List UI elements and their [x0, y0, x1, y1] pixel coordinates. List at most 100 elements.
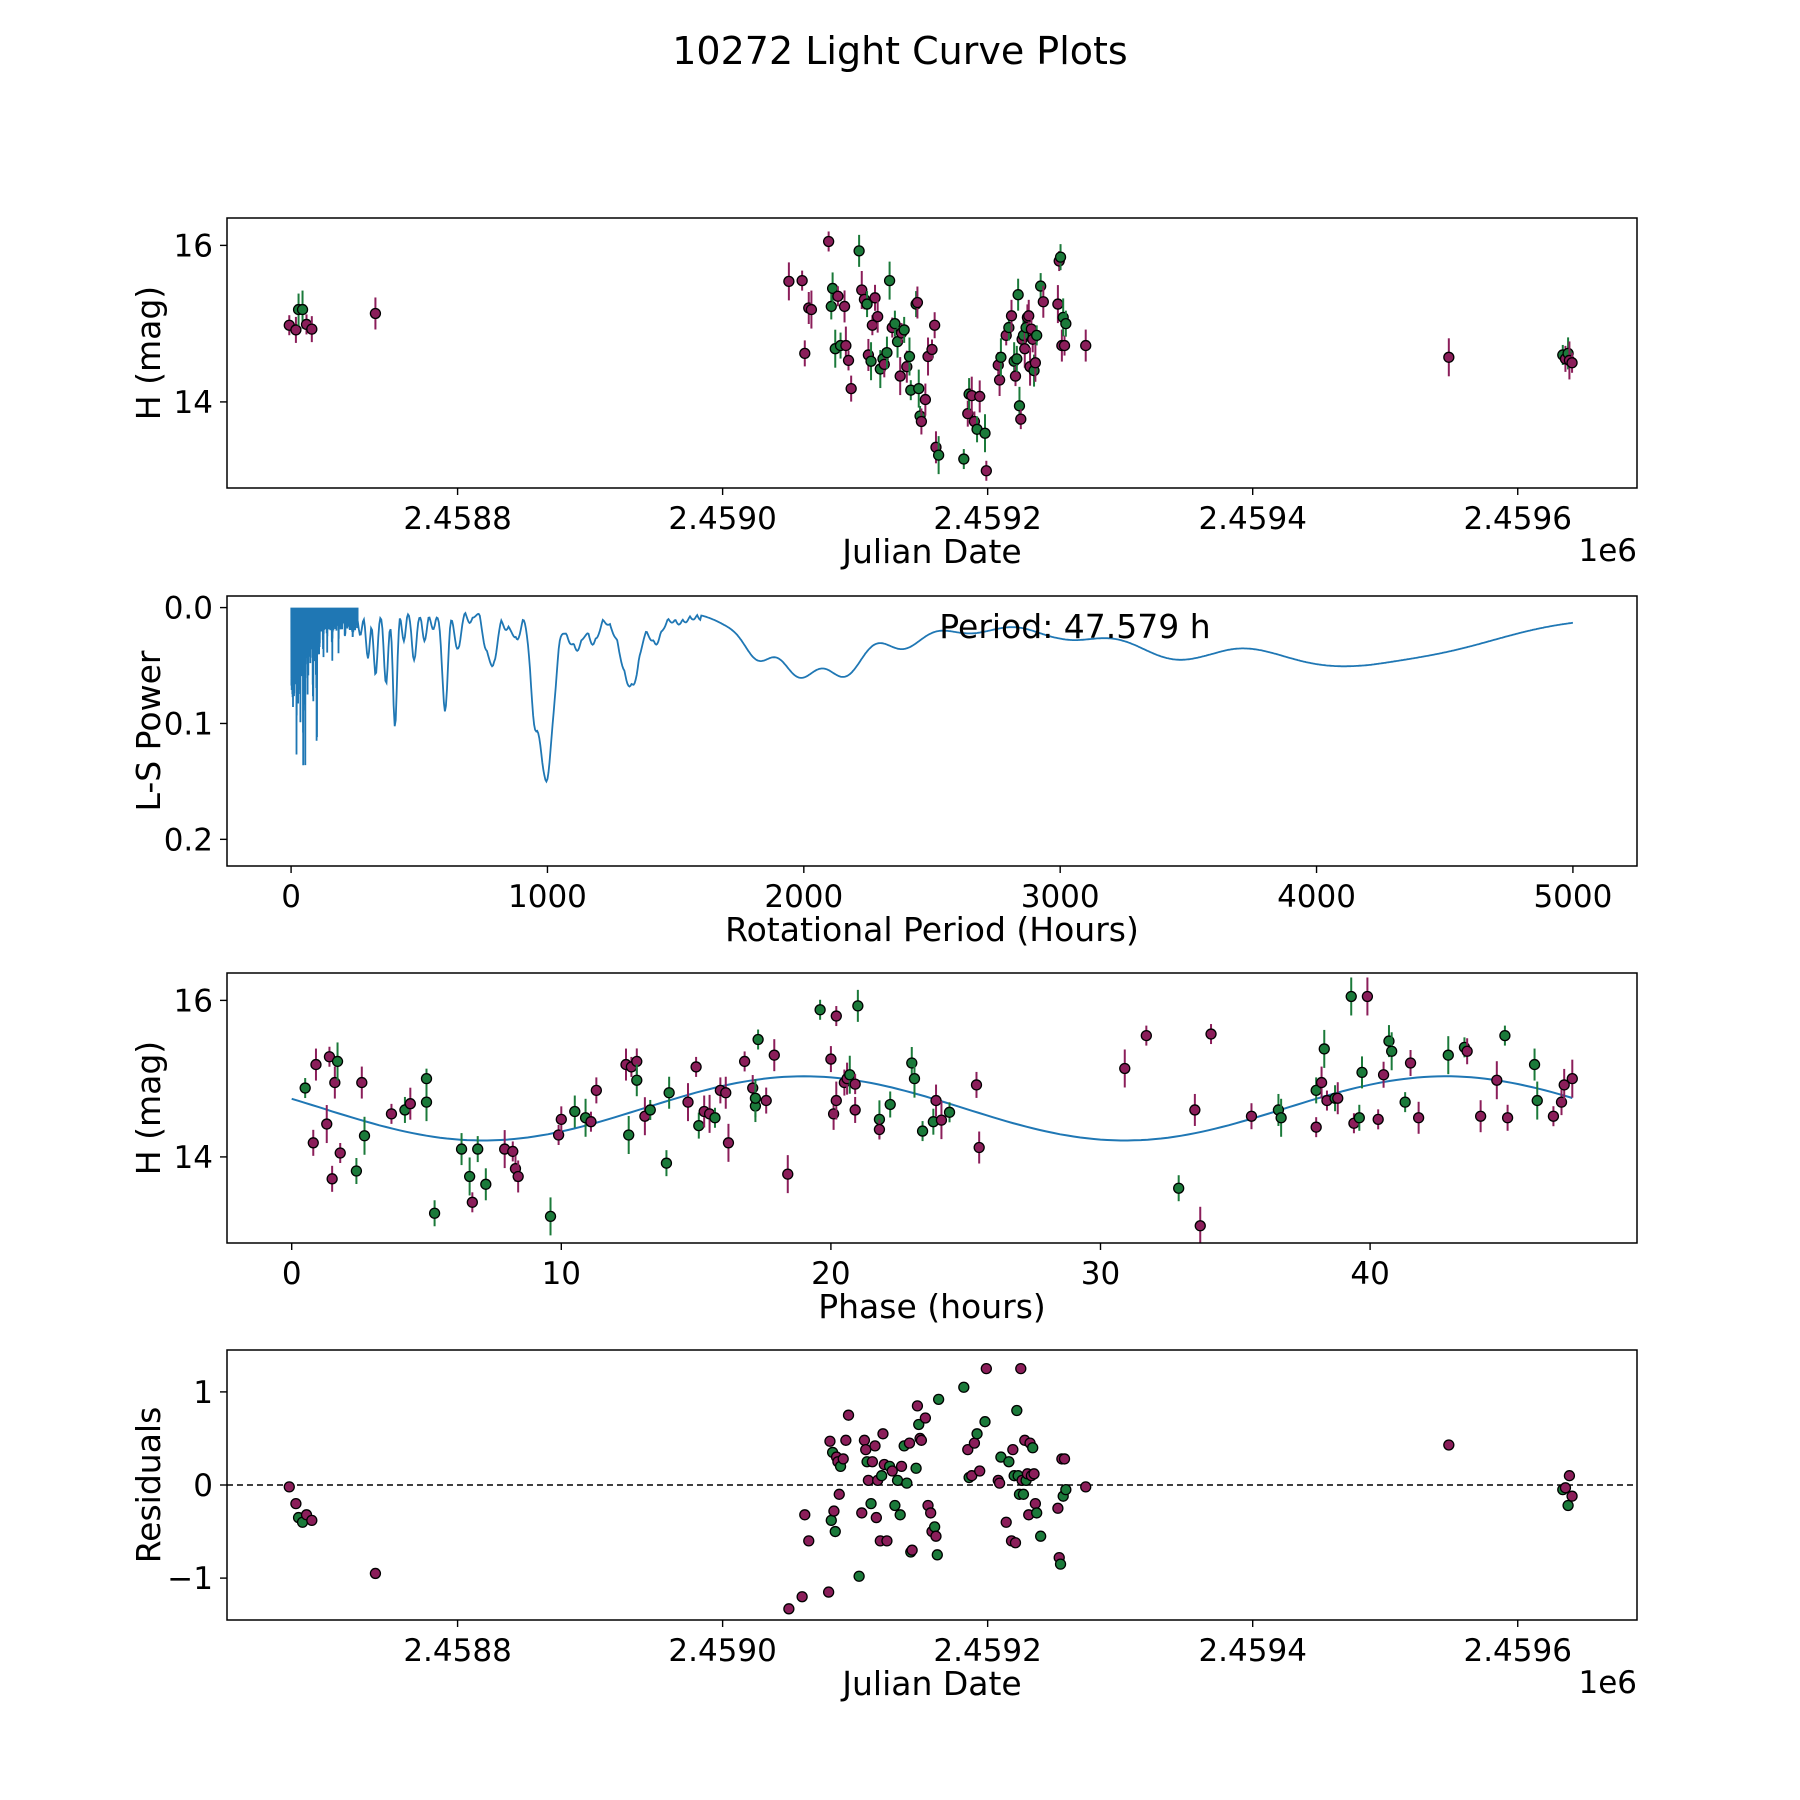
- x-tick-label: 20: [811, 1256, 850, 1292]
- data-point: [865, 355, 877, 367]
- data-point: [889, 1499, 901, 1512]
- figure-title: 10272 Light Curve Plots: [672, 29, 1127, 73]
- data-point: [911, 296, 924, 309]
- data-point: [932, 449, 945, 461]
- data-point: [908, 1073, 921, 1085]
- x-tick-label: 2.4588: [403, 501, 511, 537]
- x-tick-label: 2.4594: [1198, 501, 1306, 537]
- data-point: [895, 1460, 908, 1473]
- data-point: [1019, 343, 1031, 355]
- x-tick-label: 2.4588: [403, 1633, 511, 1669]
- data-point: [1443, 351, 1455, 363]
- data-point: [350, 1165, 363, 1177]
- data-point: [1060, 318, 1072, 330]
- data-point: [722, 1137, 735, 1149]
- data-point: [1023, 310, 1035, 322]
- data-point: [455, 1143, 468, 1155]
- data-point: [825, 300, 837, 313]
- x-tick-label: 2.4596: [1463, 1633, 1571, 1669]
- data-point: [1029, 1497, 1042, 1510]
- data-point: [1404, 1057, 1417, 1069]
- data-point: [1011, 1404, 1023, 1417]
- data-point: [1372, 1113, 1384, 1125]
- data-point: [1080, 1481, 1092, 1493]
- data-point: [926, 343, 938, 356]
- data-point: [861, 298, 873, 310]
- x-tick-label: 10: [542, 1256, 581, 1292]
- data-point: [971, 1428, 983, 1440]
- y-axis-label: H (mag): [129, 1041, 168, 1175]
- data-point: [760, 1094, 772, 1107]
- data-point: [1528, 1058, 1541, 1071]
- data-point: [898, 324, 910, 336]
- x-tick-label: 2.4596: [1463, 501, 1571, 537]
- data-point: [1058, 1453, 1071, 1465]
- data-point: [962, 408, 974, 420]
- data-point: [979, 1416, 991, 1428]
- data-point: [463, 1170, 476, 1183]
- data-point: [870, 1511, 882, 1524]
- data-point: [1058, 339, 1071, 352]
- data-point: [958, 453, 970, 465]
- data-point: [840, 339, 852, 352]
- data-point: [1031, 329, 1043, 342]
- x-tick-label: 2.4590: [668, 1633, 776, 1669]
- data-point: [782, 1168, 794, 1180]
- data-point: [1013, 400, 1026, 412]
- data-point: [833, 1488, 845, 1500]
- data-point: [930, 1530, 942, 1542]
- data-point: [856, 1507, 868, 1519]
- data-point: [873, 1123, 886, 1136]
- data-point: [1566, 357, 1578, 369]
- data-point: [845, 382, 857, 395]
- x-tick-label: 2.4594: [1198, 1633, 1306, 1669]
- data-point: [915, 415, 928, 428]
- data-point: [930, 1094, 942, 1107]
- data-point: [752, 1033, 764, 1046]
- x-tick-label: 2000: [764, 879, 843, 915]
- y-tick-label: 0: [193, 1468, 213, 1504]
- data-point: [738, 1055, 751, 1068]
- data-point: [886, 1465, 898, 1477]
- data-point: [1345, 990, 1357, 1003]
- x-offset-label: 1e6: [1578, 533, 1637, 569]
- data-point: [925, 1507, 937, 1519]
- data-point: [1245, 1110, 1258, 1122]
- data-point: [884, 1098, 896, 1111]
- data-point: [420, 1073, 433, 1085]
- x-tick-label: 30: [1081, 1256, 1120, 1292]
- data-point: [1119, 1062, 1131, 1075]
- data-point: [916, 1125, 929, 1137]
- y-axis-label: H (mag): [129, 286, 168, 420]
- data-point: [1028, 1468, 1040, 1480]
- data-point: [1011, 353, 1023, 365]
- data-point: [385, 1108, 398, 1120]
- data-point: [1377, 1069, 1390, 1081]
- data-point: [869, 1440, 881, 1452]
- data-point: [894, 370, 906, 382]
- data-point: [931, 1549, 943, 1561]
- x-axis-label: Julian Date: [840, 532, 1022, 571]
- data-point: [832, 290, 844, 302]
- data-point: [980, 465, 992, 477]
- data-point: [331, 1055, 344, 1068]
- data-point: [869, 292, 881, 304]
- x-axis-label: Julian Date: [840, 1664, 1022, 1703]
- data-point: [1035, 1530, 1047, 1542]
- data-point: [891, 1474, 904, 1486]
- data-point: [1173, 1182, 1185, 1194]
- data-point: [1194, 1220, 1206, 1232]
- panel-resid: 2.4588 2.4590 2.4592 2.4594 2.4596 1 0 −1 Julian…: [129, 1349, 1638, 1703]
- data-point: [1054, 1558, 1067, 1570]
- data-point: [822, 1586, 835, 1598]
- data-point: [838, 300, 851, 313]
- data-point: [913, 1418, 925, 1431]
- plot-area-phase: [291, 977, 1578, 1243]
- y-tick-label: −1: [167, 1561, 213, 1597]
- data-point: [1029, 357, 1042, 369]
- data-point: [1353, 1112, 1365, 1124]
- data-point: [968, 1437, 981, 1449]
- data-point: [663, 1087, 675, 1099]
